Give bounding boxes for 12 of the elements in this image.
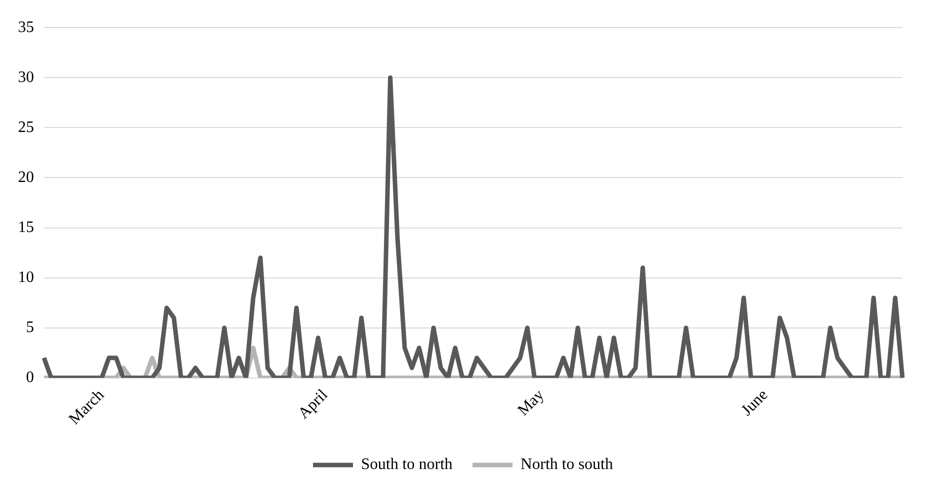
y-tick-label: 10	[18, 269, 34, 286]
y-tick-label: 15	[18, 218, 34, 236]
legend-label: South to north	[360, 456, 453, 474]
y-tick-label: 35	[18, 18, 34, 36]
legend-label: North to south	[520, 456, 614, 474]
y-tick-label: 30	[18, 68, 34, 86]
x-tick-label: May	[514, 386, 548, 420]
x-tick-label: June	[738, 386, 772, 420]
y-tick-label: 0	[26, 369, 34, 386]
y-tick-label: 5	[26, 319, 34, 336]
y-tick-label: 25	[18, 118, 34, 136]
y-tick-label: 20	[18, 168, 34, 186]
